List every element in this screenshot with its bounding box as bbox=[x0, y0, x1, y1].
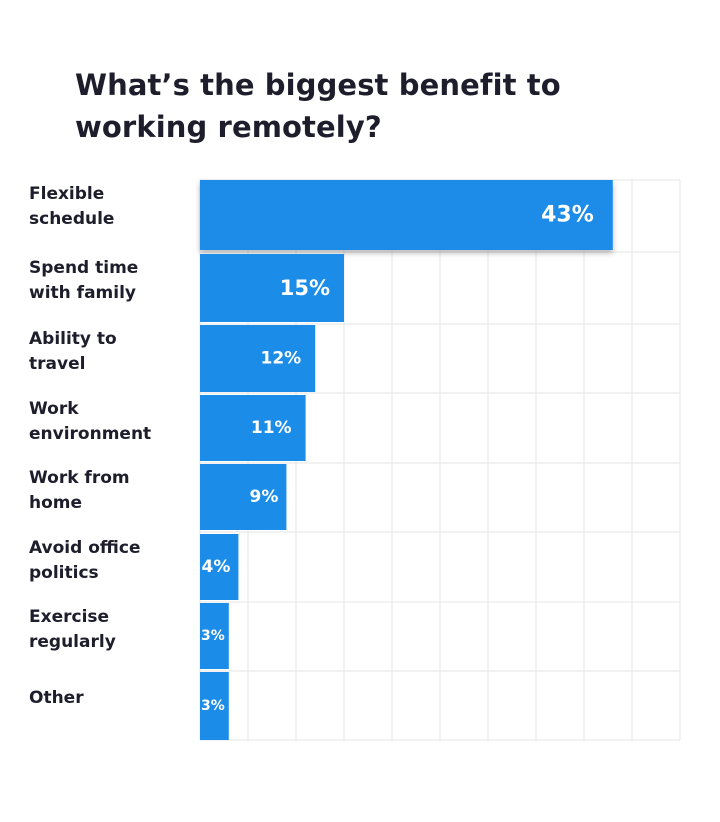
bar bbox=[200, 395, 306, 461]
bar bbox=[200, 603, 229, 669]
category-label-line: home bbox=[29, 493, 82, 513]
category-label-line: Avoid office bbox=[29, 538, 140, 558]
category-label-line: with family bbox=[29, 283, 136, 303]
category-label: Exercise regularly bbox=[29, 607, 116, 652]
bar bbox=[200, 325, 316, 392]
bar bbox=[200, 464, 287, 530]
bar bbox=[200, 254, 344, 322]
category-label: Flexible schedule bbox=[29, 184, 114, 229]
bar bbox=[200, 180, 613, 250]
bar bbox=[200, 534, 239, 600]
category-label-line: environment bbox=[29, 424, 151, 444]
value-label: 3% bbox=[201, 628, 225, 644]
category-label-line: Work bbox=[29, 399, 79, 419]
bars bbox=[200, 180, 613, 740]
chart-title: What’s the biggest benefit to working re… bbox=[75, 68, 561, 144]
category-label-line: Flexible bbox=[29, 184, 104, 204]
category-label: Work from home bbox=[29, 468, 130, 513]
value-label: 12% bbox=[260, 349, 301, 369]
category-label-line: Other bbox=[29, 688, 84, 708]
value-label: 4% bbox=[202, 557, 231, 577]
category-label-line: Work from bbox=[29, 468, 130, 488]
category-label: Work environment bbox=[29, 399, 151, 444]
category-label-line: Exercise bbox=[29, 607, 109, 627]
category-label-line: schedule bbox=[29, 209, 114, 229]
labels: 43% Flexible schedule 15% Spend time with fam… bbox=[29, 184, 594, 714]
category-label-line: regularly bbox=[29, 632, 116, 652]
category-label: Ability to travel bbox=[29, 329, 117, 374]
value-label: 15% bbox=[280, 276, 330, 300]
category-label-line: Ability to bbox=[29, 329, 117, 349]
value-label: 3% bbox=[201, 698, 225, 714]
category-label: Avoid office politics bbox=[29, 538, 140, 583]
category-label: Spend time with family bbox=[29, 258, 138, 303]
category-label-line: travel bbox=[29, 354, 85, 374]
value-label: 43% bbox=[541, 203, 594, 228]
value-label: 9% bbox=[250, 487, 279, 507]
value-label: 11% bbox=[251, 418, 292, 438]
category-label-line: Spend time bbox=[29, 258, 138, 278]
category-label-line: politics bbox=[29, 563, 99, 583]
category-label: Other bbox=[29, 688, 84, 708]
bar bbox=[200, 672, 229, 740]
